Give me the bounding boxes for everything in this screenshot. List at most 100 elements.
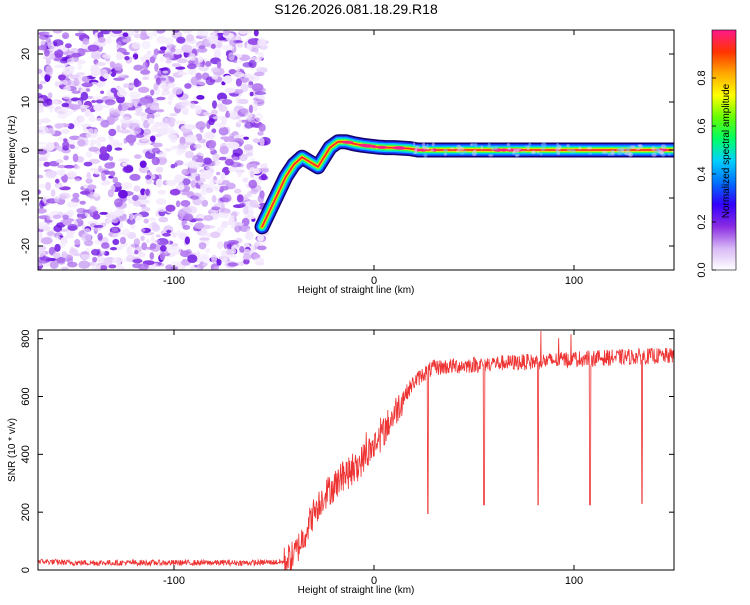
noise-blob (249, 81, 254, 86)
noise-blob (229, 133, 234, 141)
noise-blob (254, 112, 264, 122)
noise-blob (210, 43, 216, 49)
x-tick-label: -100 (163, 275, 185, 287)
band-speckle (570, 149, 576, 154)
noise-blob (151, 156, 160, 166)
noise-blob (44, 170, 57, 179)
noise-blob (151, 221, 158, 228)
noise-blob (239, 73, 251, 78)
noise-blob (113, 77, 125, 81)
noise-blob (134, 30, 140, 34)
noise-blob (203, 215, 214, 221)
noise-blob (149, 56, 156, 64)
noise-blob (200, 189, 208, 195)
noise-blob (188, 53, 196, 61)
band-speckle (530, 151, 536, 154)
noise-blob (89, 139, 98, 145)
noise-blob (96, 141, 102, 148)
noise-blob (175, 120, 187, 125)
noise-blob (236, 65, 241, 72)
noise-blob (112, 142, 124, 147)
noise-blob (38, 189, 41, 195)
noise-blob (171, 63, 181, 68)
noise-blob (115, 73, 126, 77)
noise-blob (141, 138, 149, 142)
noise-blob (78, 115, 85, 123)
noise-blob (243, 136, 250, 140)
noise-blob (45, 181, 52, 191)
colorbar-ticks: 0.0 0.2 0.4 0.6 0.8 (696, 70, 716, 278)
noise-blob (129, 173, 141, 181)
snr-line (38, 330, 674, 570)
noise-blob (153, 82, 159, 91)
noise-blob (260, 173, 267, 181)
band-speckle (658, 149, 664, 155)
noise-blob (195, 121, 206, 130)
noise-blob (249, 91, 254, 97)
noise-blob (100, 172, 106, 179)
noise-blob (144, 95, 153, 99)
noise-blob (39, 195, 51, 200)
band-speckle (471, 143, 476, 147)
noise-blob (54, 243, 61, 252)
band-speckle (630, 145, 636, 149)
noise-blob (107, 36, 112, 45)
noise-blob (248, 179, 257, 189)
noise-blob (141, 206, 151, 212)
band-speckle (413, 142, 416, 147)
band-speckle (556, 143, 560, 148)
band-speckle (488, 154, 494, 157)
noise-blob (238, 203, 246, 207)
noise-blob (216, 103, 224, 108)
noise-blob (238, 30, 248, 35)
band-speckle (541, 142, 547, 148)
noise-blob (93, 224, 104, 228)
noise-blob (220, 136, 229, 140)
noise-blob (234, 188, 242, 194)
noise-blob (43, 161, 51, 167)
noise-blob (217, 40, 223, 49)
spectrogram-y-ticks: -20 -10 0 10 20 (20, 48, 674, 254)
noise-blob (128, 84, 136, 89)
noise-blob (213, 185, 221, 191)
noise-blob (251, 83, 264, 92)
noise-blob (140, 199, 151, 204)
noise-blob (187, 254, 198, 263)
noise-blob (111, 227, 119, 232)
noise-blob (161, 91, 166, 97)
noise-blob (155, 166, 164, 173)
noise-blob (140, 56, 149, 60)
noise-blob (214, 203, 225, 207)
snr-x-label: Height of straight line (km) (298, 585, 415, 596)
noise-blob (243, 193, 253, 198)
noise-blob (198, 242, 207, 250)
noise-blob (60, 169, 66, 177)
noise-blob (67, 261, 78, 268)
noise-blob (259, 164, 266, 168)
noise-blob (150, 135, 156, 142)
snr-panel: -100 0 100 0 200 400 600 800 Height of straigh… (7, 329, 675, 596)
noise-blob (164, 51, 175, 60)
noise-blob (185, 205, 198, 214)
noise-blob (192, 162, 203, 167)
band-speckle (426, 143, 429, 147)
noise-blob (71, 90, 81, 94)
noise-blob (186, 34, 195, 42)
noise-blob (149, 217, 156, 222)
colorbar-tick-label: 0.2 (696, 214, 708, 229)
y-tick-label: 0 (20, 567, 32, 573)
noise-blob (140, 235, 145, 241)
noise-blob (43, 256, 52, 263)
noise-blob (197, 78, 207, 86)
noise-blob (62, 214, 69, 220)
noise-blob (38, 160, 43, 168)
noise-blob (234, 105, 244, 110)
band-speckle (567, 149, 571, 152)
noise-blob (133, 100, 138, 107)
noise-blob (140, 30, 147, 36)
noise-blob (132, 213, 143, 221)
noise-blob (55, 178, 60, 184)
noise-blob (177, 72, 188, 76)
noise-blob (88, 128, 94, 134)
noise-blob (164, 148, 172, 152)
